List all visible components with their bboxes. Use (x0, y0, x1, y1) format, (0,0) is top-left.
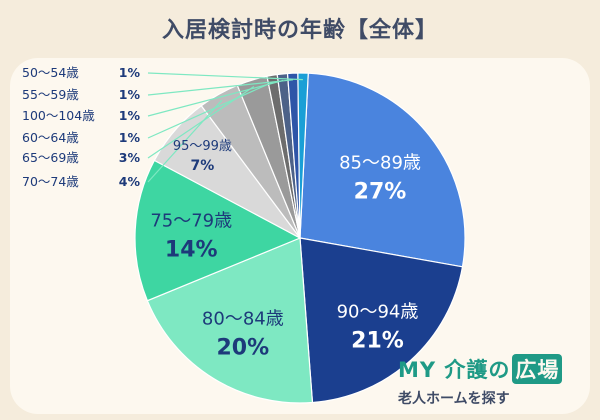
brand-logo: MY 介護の 広場 老人ホームを探す (398, 354, 588, 410)
leader-line (147, 81, 274, 139)
slice-percent-label: 1% (119, 108, 141, 123)
slice-percent-label: 14% (165, 238, 218, 263)
slice-category-label: 90〜94歳 (337, 302, 419, 323)
slice-percent-label: 21% (351, 329, 404, 354)
slice-percent-label: 20% (216, 336, 269, 361)
pie-slice (299, 72, 466, 268)
slice-category-label: 85〜89歳 (339, 152, 421, 173)
slice-percent-label: 7% (190, 158, 214, 174)
slice-category-label: 50〜54歳 (22, 65, 79, 80)
brand-name-prefix: MY 介護の (398, 358, 511, 382)
brand-name: MY 介護の 広場 (398, 354, 588, 384)
leader-line (147, 99, 223, 183)
leader-line (147, 79, 294, 96)
slice-category-label: 55〜59歳 (22, 87, 79, 102)
slice-percent-label: 3% (119, 150, 141, 165)
slice-percent-label: 27% (354, 179, 407, 204)
slice-category-label: 70〜74歳 (22, 174, 79, 189)
slice-category-label: 75〜79歳 (150, 211, 232, 232)
slice-category-label: 95〜99歳 (173, 139, 232, 154)
brand-tagline: 老人ホームを探す (398, 391, 510, 407)
leader-line (147, 72, 303, 81)
slice-category-label: 100〜104歳 (22, 108, 95, 123)
slice-category-label: 65〜69歳 (22, 150, 79, 165)
slice-percent-label: 1% (119, 130, 141, 145)
slice-percent-label: 1% (119, 87, 141, 102)
slice-percent-label: 4% (119, 174, 141, 189)
brand-name-box: 広場 (512, 354, 563, 384)
chart-title: 入居検討時の年齢【全体】 (161, 18, 438, 43)
pie-slice (134, 159, 302, 302)
slice-percent-label: 1% (119, 65, 141, 80)
slice-category-label: 60〜64歳 (22, 130, 79, 145)
pie-slice (146, 237, 314, 404)
slice-category-label: 80〜84歳 (202, 309, 284, 330)
pie-slice (299, 237, 464, 404)
leader-line (147, 79, 284, 117)
pie-slice (297, 72, 309, 239)
